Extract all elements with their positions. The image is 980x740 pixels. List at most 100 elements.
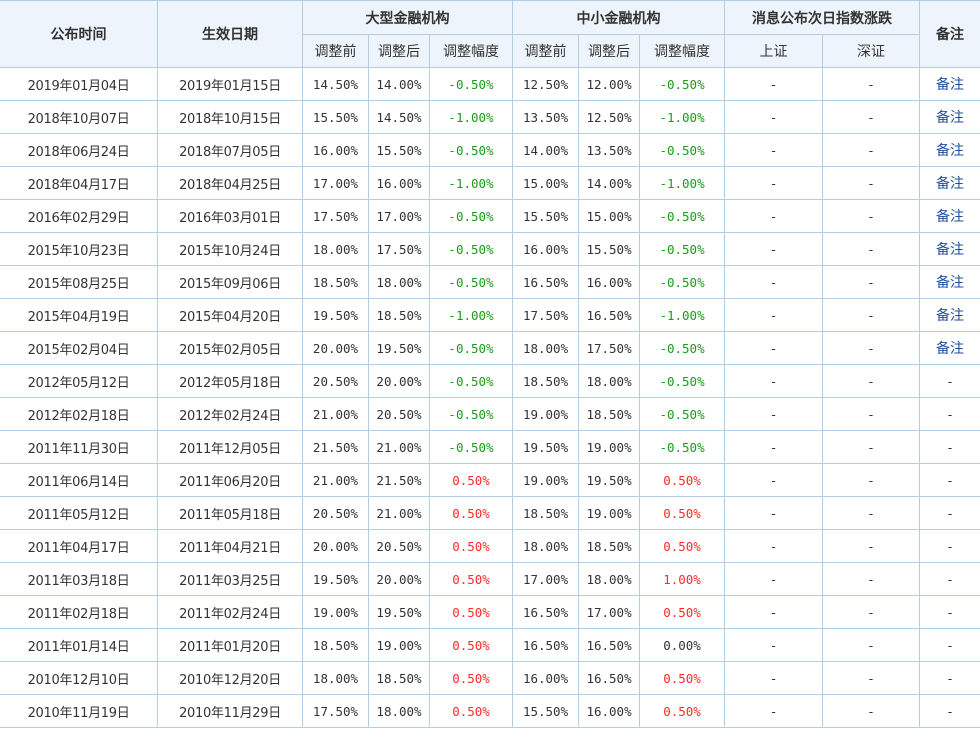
large-change-cell-value: 0.50%	[452, 704, 490, 719]
shenzhen-cell: -	[823, 530, 920, 563]
large-after-cell: 17.50%	[369, 233, 430, 266]
small-after-cell-value: 19.00%	[586, 506, 631, 521]
small-after-cell-value: 19.00%	[586, 440, 631, 455]
large-after-cell: 15.50%	[369, 134, 430, 167]
publish-time-cell: 2015年08月25日	[0, 266, 158, 299]
remarks-link[interactable]: 备注	[936, 242, 964, 258]
large-change-cell-value: 0.50%	[452, 605, 490, 620]
small-change-cell: -1.00%	[640, 101, 725, 134]
remarks-link[interactable]: 备注	[936, 77, 964, 93]
effective-date-cell: 2011年01月20日	[158, 629, 303, 662]
remarks-cell-value: -	[948, 407, 953, 422]
small-change-cell-value: -0.50%	[659, 374, 704, 389]
publish-time-cell-value: 2011年02月18日	[28, 607, 130, 622]
large-after-cell-value: 21.50%	[376, 473, 421, 488]
large-change-cell-value: 0.50%	[452, 638, 490, 653]
table-footer-cell	[0, 728, 980, 740]
large-change-cell: -0.50%	[430, 134, 513, 167]
remarks-link[interactable]: 备注	[936, 176, 964, 192]
shenzhen-cell: -	[823, 695, 920, 728]
publish-time-cell-value: 2011年11月30日	[28, 442, 130, 457]
shenzhen-cell-value: -	[869, 572, 874, 587]
small-change-cell-value: 0.50%	[663, 704, 701, 719]
small-change-cell-value: 0.50%	[663, 605, 701, 620]
small-change-cell-value: 0.50%	[663, 671, 701, 686]
large-after-cell-value: 20.00%	[376, 374, 421, 389]
remarks-cell: -	[920, 530, 980, 563]
large-before-cell: 19.50%	[303, 563, 369, 596]
large-before-cell: 14.50%	[303, 68, 369, 101]
effective-date-cell-value: 2011年12月05日	[179, 442, 281, 457]
large-after-cell-value: 15.50%	[376, 143, 421, 158]
remarks-cell-value: -	[948, 704, 953, 719]
remarks-cell: -	[920, 629, 980, 662]
publish-time-cell-value: 2011年03月18日	[28, 574, 130, 589]
small-change-header: 调整幅度	[640, 35, 725, 68]
small-change-cell: -0.50%	[640, 266, 725, 299]
effective-date-cell: 2011年04月21日	[158, 530, 303, 563]
large-after-cell: 16.00%	[369, 167, 430, 200]
effective-date-cell-value: 2010年12月20日	[179, 673, 281, 688]
shenzhen-cell: -	[823, 497, 920, 530]
small-change-cell: -0.50%	[640, 134, 725, 167]
remarks-link[interactable]: 备注	[936, 143, 964, 159]
large-before-cell: 16.00%	[303, 134, 369, 167]
small-change-cell-value: 0.50%	[663, 539, 701, 554]
effective-date-cell-value: 2010年11月29日	[179, 706, 281, 721]
large-change-cell: 0.50%	[430, 497, 513, 530]
large-after-cell: 18.00%	[369, 695, 430, 728]
small-change-cell-value: 0.50%	[663, 473, 701, 488]
large-after-cell: 20.50%	[369, 530, 430, 563]
remarks-link[interactable]: 备注	[936, 275, 964, 291]
shenzhen-cell: -	[823, 68, 920, 101]
effective-date-cell: 2012年02月24日	[158, 398, 303, 431]
small-change-cell-value: 1.00%	[663, 572, 701, 587]
publish-time-cell: 2011年05月12日	[0, 497, 158, 530]
small-after-cell: 12.00%	[579, 68, 640, 101]
large-after-cell-value: 18.50%	[376, 308, 421, 323]
shenzhen-cell-value: -	[869, 638, 874, 653]
effective-date-cell: 2012年05月18日	[158, 365, 303, 398]
large-after-cell-value: 19.50%	[376, 605, 421, 620]
remarks-link[interactable]: 备注	[936, 110, 964, 126]
remarks-link[interactable]: 备注	[936, 209, 964, 225]
shenzhen-cell-value: -	[869, 671, 874, 686]
small-after-cell: 15.50%	[579, 233, 640, 266]
small-before-cell-value: 12.50%	[523, 77, 568, 92]
small-change-cell-value: -1.00%	[659, 110, 704, 125]
small-before-cell: 15.50%	[513, 200, 579, 233]
remarks-link[interactable]: 备注	[936, 341, 964, 357]
small-before-cell-value: 19.00%	[523, 407, 568, 422]
effective-date-cell: 2010年11月29日	[158, 695, 303, 728]
shenzhen-cell-value: -	[869, 539, 874, 554]
shanghai-cell-value: -	[771, 209, 776, 224]
small-change-cell-value: -0.50%	[659, 275, 704, 290]
shanghai-cell-value: -	[771, 572, 776, 587]
publish-time-cell-value: 2011年01月14日	[28, 640, 130, 655]
publish-time-cell-value: 2015年10月23日	[28, 244, 130, 259]
publish-time-cell: 2015年10月23日	[0, 233, 158, 266]
large-after-cell-value: 14.50%	[376, 110, 421, 125]
large-before-cell: 17.50%	[303, 200, 369, 233]
large-before-cell: 18.50%	[303, 629, 369, 662]
remarks-link[interactable]: 备注	[936, 308, 964, 324]
large-after-cell: 20.00%	[369, 365, 430, 398]
shanghai-cell: -	[725, 431, 823, 464]
large-change-cell-value: 0.50%	[452, 671, 490, 686]
effective-date-cell-value: 2011年04月21日	[179, 541, 281, 556]
publish-time-cell-value: 2016年02月29日	[28, 211, 130, 226]
small-change-cell-value: -0.50%	[659, 407, 704, 422]
publish-time-cell-value: 2010年12月10日	[28, 673, 130, 688]
small-change-cell: -0.50%	[640, 233, 725, 266]
remarks-cell: -	[920, 695, 980, 728]
large-change-cell: -0.50%	[430, 266, 513, 299]
large-before-cell: 17.50%	[303, 695, 369, 728]
publish-time-cell-value: 2012年05月12日	[28, 376, 130, 391]
large-change-cell-value: 0.50%	[452, 539, 490, 554]
shanghai-cell-value: -	[771, 440, 776, 455]
shanghai-cell-value: -	[771, 506, 776, 521]
small-after-cell-value: 14.00%	[586, 176, 631, 191]
